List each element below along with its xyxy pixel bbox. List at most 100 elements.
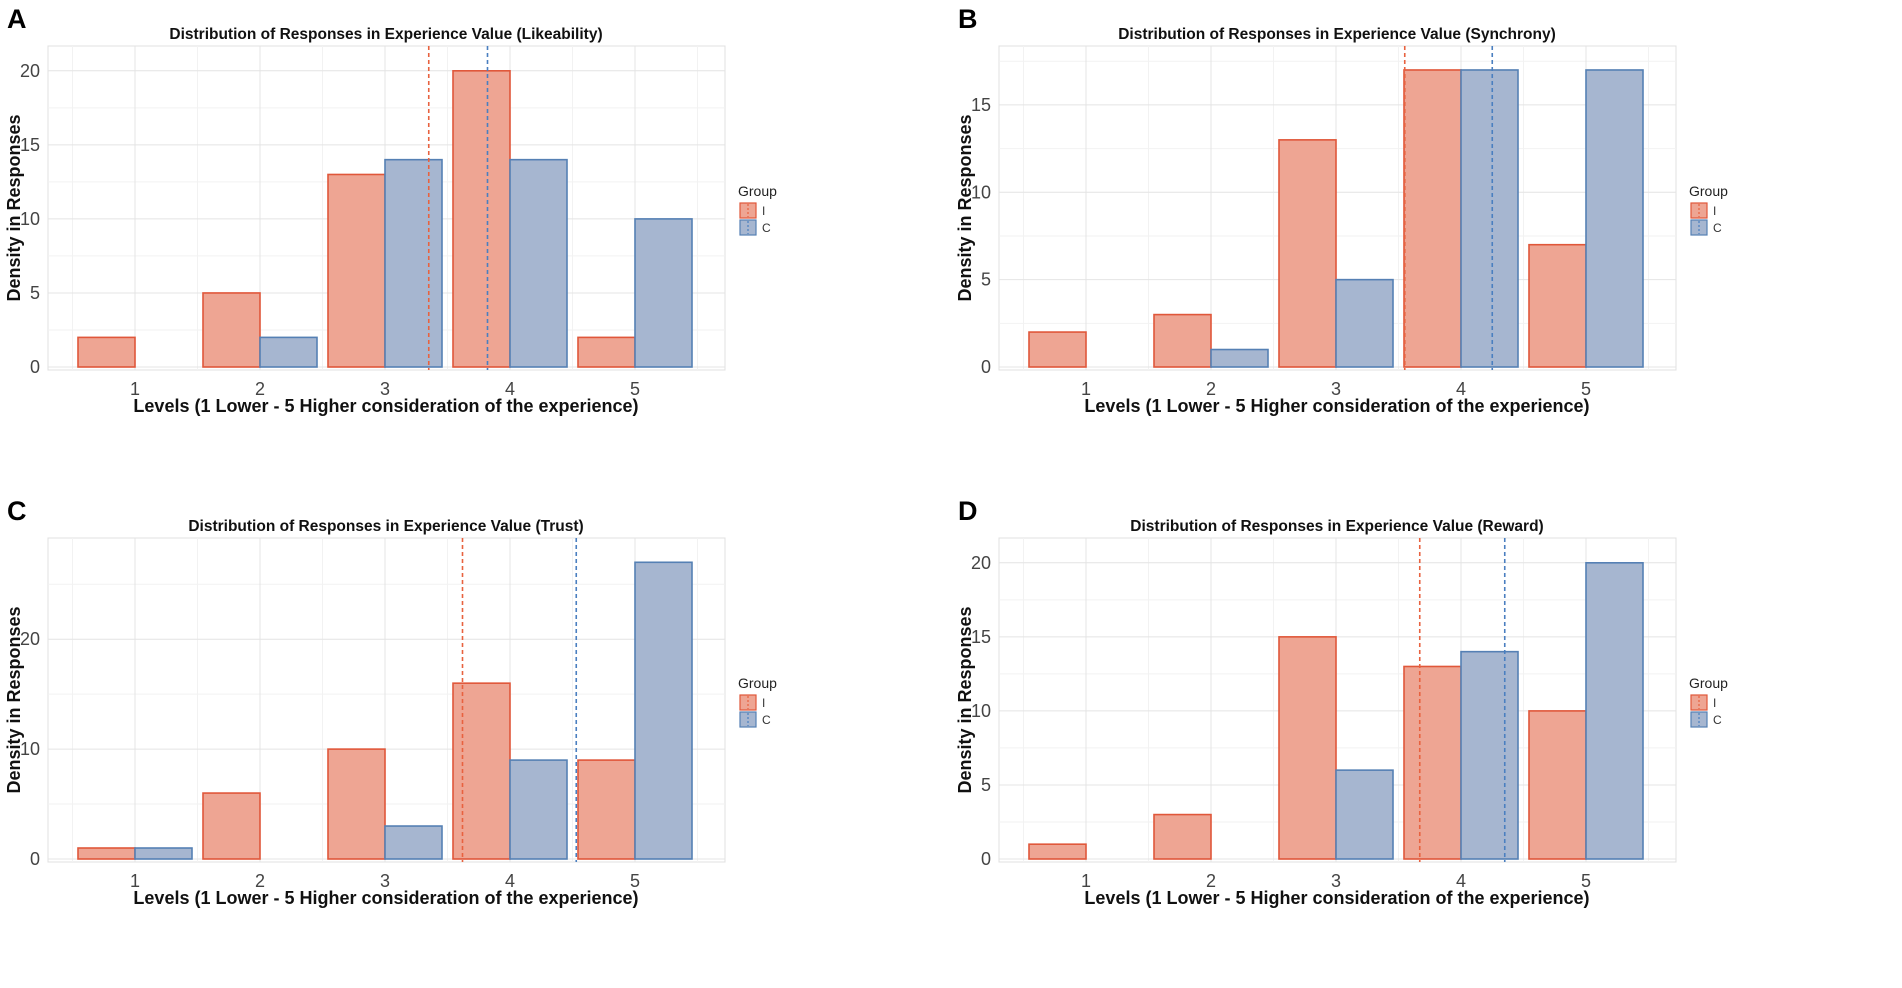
y-tick-label: 15	[971, 627, 991, 647]
legend-key-c	[739, 711, 757, 728]
panel-a: 0 5 10 15 20 1 2 3 4 5 Distribution of Responses i…	[0, 0, 951, 492]
bar-i-level-4	[452, 70, 511, 368]
chart-title: Distribution of Responses in Experience …	[169, 26, 602, 43]
bar-i-level-2	[202, 292, 261, 368]
bar-i-level-4	[1403, 665, 1462, 860]
chart-b: 0 5 10 15 1 2 3 4 5 Distribution of Responses in …	[955, 4, 1728, 416]
x-tick-label: 4	[505, 871, 515, 891]
legend-label-i: I	[1713, 204, 1716, 218]
x-axis-label: Levels (1 Lower - 5 Higher consideration…	[133, 396, 638, 416]
bar-i-level-5	[577, 759, 636, 860]
legend-key-c	[739, 219, 757, 236]
bar-i-level-2	[202, 792, 261, 860]
panel-label: D	[958, 496, 978, 526]
bar-c-level-3	[1335, 278, 1394, 368]
x-tick-label: 3	[1331, 379, 1341, 399]
legend-label-c: C	[1713, 713, 1722, 727]
bar-c-level-2	[259, 336, 318, 368]
bar-c-level-3	[384, 158, 443, 368]
bar-i-level-2	[1153, 313, 1212, 368]
legend-label-c: C	[762, 713, 771, 727]
x-tick-label: 1	[1081, 379, 1091, 399]
bar-c-level-3	[1335, 769, 1394, 860]
legend-label-i: I	[762, 696, 765, 710]
legend: Group IC	[1689, 675, 1728, 728]
x-tick-label: 5	[630, 871, 640, 891]
legend-key-c	[1690, 219, 1708, 236]
y-axis-label: Density in Responses	[4, 606, 24, 793]
legend: Group IC	[738, 183, 777, 236]
y-tick-label: 0	[30, 357, 40, 377]
x-tick-label: 5	[630, 379, 640, 399]
x-tick-label: 1	[130, 379, 140, 399]
panel-b: 0 5 10 15 1 2 3 4 5 Distribution of Responses in …	[951, 0, 1902, 492]
legend-title: Group	[1689, 183, 1728, 199]
plot-area	[47, 537, 726, 863]
y-tick-label: 15	[20, 135, 40, 155]
y-tick-label: 5	[981, 270, 991, 290]
legend: Group IC	[738, 675, 777, 728]
y-axis-label: Density in Responses	[955, 606, 975, 793]
panel-label: A	[7, 4, 27, 34]
bar-c-level-5	[1585, 562, 1644, 860]
bar-i-level-1	[1028, 843, 1087, 860]
bar-i-level-1	[77, 847, 136, 860]
bar-i-level-3	[1278, 139, 1337, 368]
x-tick-label: 2	[255, 379, 265, 399]
y-tick-label: 5	[30, 283, 40, 303]
x-tick-label: 5	[1581, 379, 1591, 399]
x-axis-label: Levels (1 Lower - 5 Higher consideration…	[1084, 888, 1589, 908]
bar-c-level-5	[634, 561, 693, 860]
y-tick-label: 10	[20, 209, 40, 229]
x-tick-label: 1	[130, 871, 140, 891]
bar-i-level-5	[1528, 243, 1587, 368]
legend-key-i	[1690, 202, 1708, 219]
y-axis-label: Density in Responses	[955, 114, 975, 301]
legend-title: Group	[1689, 675, 1728, 691]
legend-key-i	[739, 694, 757, 711]
y-tick-label: 0	[981, 849, 991, 869]
legend-label-i: I	[762, 204, 765, 218]
x-axis-label: Levels (1 Lower - 5 Higher consideration…	[1084, 396, 1589, 416]
y-tick-label: 10	[20, 739, 40, 759]
x-tick-label: 2	[1206, 871, 1216, 891]
bar-i-level-5	[577, 336, 636, 368]
y-tick-label: 10	[971, 701, 991, 721]
x-tick-label: 3	[380, 379, 390, 399]
y-tick-label: 0	[981, 357, 991, 377]
legend-label-c: C	[1713, 221, 1722, 235]
bar-c-level-5	[1585, 69, 1644, 368]
x-tick-label: 4	[505, 379, 515, 399]
y-tick-label: 5	[981, 775, 991, 795]
y-tick-label: 20	[20, 629, 40, 649]
bar-c-level-1	[134, 847, 193, 860]
y-tick-label: 10	[971, 182, 991, 202]
panel-c: 0 10 20 1 2 3 4 5 Distribution of Responses in E…	[0, 492, 951, 983]
y-tick-label: 20	[20, 61, 40, 81]
bar-c-level-2	[1210, 348, 1269, 368]
legend-label-i: I	[1713, 696, 1716, 710]
x-tick-label: 1	[1081, 871, 1091, 891]
chart-title: Distribution of Responses in Experience …	[188, 518, 583, 535]
panel-label: C	[7, 496, 27, 526]
chart-title: Distribution of Responses in Experience …	[1118, 26, 1556, 43]
legend-label-c: C	[762, 221, 771, 235]
x-tick-label: 2	[255, 871, 265, 891]
y-tick-label: 0	[30, 849, 40, 869]
bar-i-level-3	[327, 173, 386, 368]
bar-c-level-4	[509, 158, 568, 368]
y-tick-label: 20	[971, 553, 991, 573]
bar-i-level-4	[452, 682, 511, 860]
bar-i-level-1	[1028, 331, 1087, 368]
bar-i-level-2	[1153, 813, 1212, 860]
y-tick-label: 15	[971, 95, 991, 115]
x-tick-label: 4	[1456, 379, 1466, 399]
legend-key-i	[739, 202, 757, 219]
chart-c: 0 10 20 1 2 3 4 5 Distribution of Responses in E…	[4, 496, 777, 908]
legend-key-c	[1690, 711, 1708, 728]
x-axis-label: Levels (1 Lower - 5 Higher consideration…	[133, 888, 638, 908]
bar-i-level-4	[1403, 69, 1462, 368]
legend: Group IC	[1689, 183, 1728, 236]
panel-label: B	[958, 4, 978, 34]
bar-c-level-4	[1460, 650, 1519, 860]
